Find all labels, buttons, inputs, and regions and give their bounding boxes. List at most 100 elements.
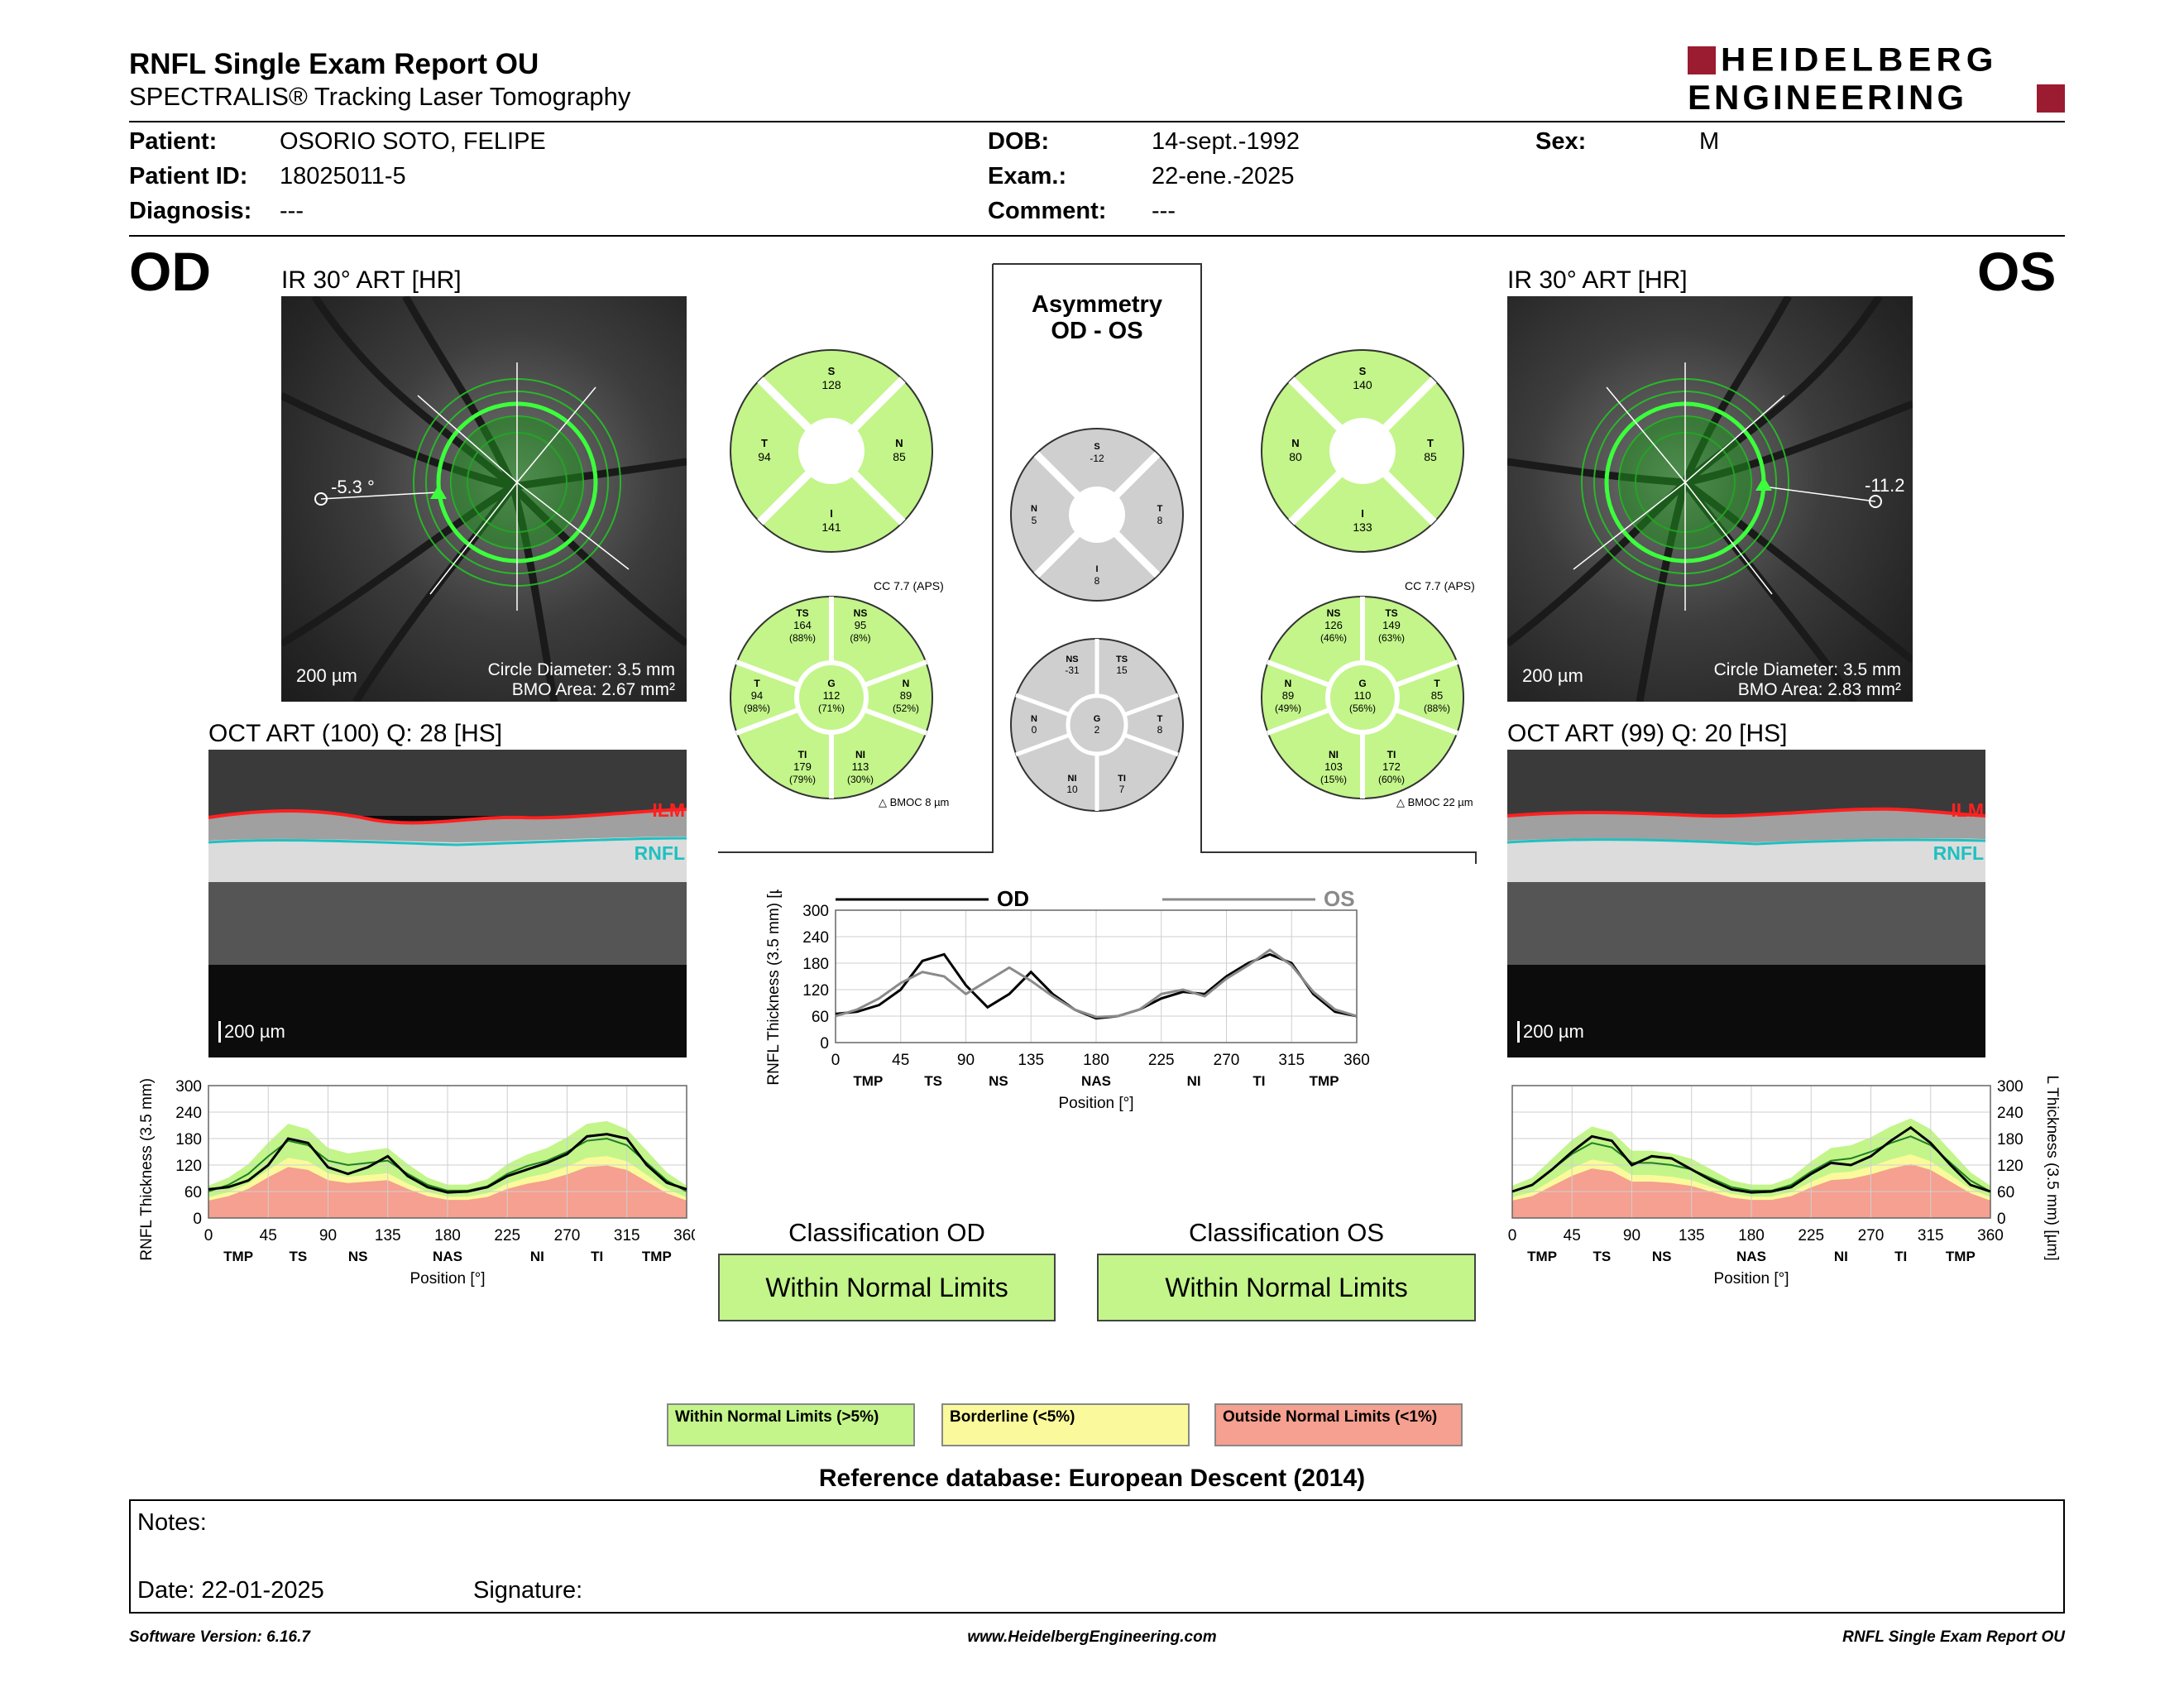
chart-asym-xtick: 180	[1083, 1052, 1109, 1069]
footer-website[interactable]: www.HeidelbergEngineering.com	[967, 1628, 1217, 1646]
asym-q-s-label: S	[1094, 442, 1099, 452]
chart-od-xlabel: Position [°]	[410, 1270, 485, 1288]
chart-asym-xtick: 315	[1278, 1052, 1305, 1069]
chart-od-sector-tick: TMP	[223, 1249, 253, 1264]
chart-od-frame	[208, 1085, 687, 1219]
od-rnfl-label: RNFL	[634, 842, 685, 864]
chart-os-xtick: 0	[1508, 1227, 1517, 1244]
os-ir-title: IR 30° ART [HR]	[1507, 266, 1688, 294]
chart-asym-xtick: 0	[831, 1052, 841, 1069]
os-fundus-scale: 200 µm	[1522, 665, 1583, 686]
os-fundus-image[interactable]: -11.2 200 µm Circle Diameter: 3.5 mm BMO…	[1507, 296, 1913, 702]
chart-os-ytick: 120	[1997, 1158, 2024, 1175]
classification-od-title: Classification OD	[788, 1218, 985, 1247]
os-q-n-label: N	[1291, 437, 1299, 449]
os-bmoc-label: △ BMOC 22 µm	[1396, 796, 1473, 808]
svg-text:TS: TS	[1116, 655, 1128, 664]
od-oct-image[interactable]: ILM RNFL 200 µm	[208, 750, 687, 1057]
chart-od-sector-tick: NS	[348, 1249, 368, 1264]
os-bmo-area: BMO Area: 2.83 mm²	[1737, 680, 1901, 699]
chart-od-ylabel: RNFL Thickness (3.5 mm) [µm]	[138, 1076, 156, 1261]
chart-od-ytick: 0	[193, 1211, 202, 1228]
asym-q-i-value: 8	[1094, 575, 1100, 587]
od-fundus-image[interactable]: -5.3 ° 200 µm Circle Diameter: 3.5 mm BM…	[281, 296, 687, 702]
chart-asym-ytick: 300	[802, 903, 829, 920]
chart-od-sector-tick: TI	[591, 1249, 603, 1264]
report-subtitle: SPECTRALIS® Tracking Laser Tomography	[129, 82, 631, 111]
chart-os-sector-tick: TMP	[1946, 1249, 1976, 1264]
svg-text:TS: TS	[1385, 607, 1397, 619]
reference-database: Reference database: European Descent (20…	[818, 1465, 1366, 1492]
asym-legend-os: OS	[1324, 890, 1355, 911]
os-s-ti-value: 172	[1382, 760, 1401, 773]
exam-label: Exam.:	[988, 163, 1067, 189]
os-sector-chart: NS 126 (46%) TS 149 (63%) N 89 (49%) G 1…	[1261, 596, 1464, 799]
os-q-t-label: T	[1427, 437, 1434, 449]
chart-asym-xtick: 90	[957, 1052, 975, 1069]
od-bmo-area: BMO Area: 2.67 mm²	[511, 680, 675, 699]
svg-text:NS: NS	[1327, 607, 1341, 619]
chart-od-xtick: 0	[204, 1227, 213, 1244]
os-s-ns-value: 126	[1324, 619, 1343, 631]
chart-asym-ytick: 240	[802, 929, 829, 947]
chart-os-sector-tick: TS	[1593, 1249, 1612, 1264]
svg-text:G: G	[1358, 678, 1366, 689]
sex-label: Sex:	[1535, 128, 1587, 155]
svg-text:N: N	[1031, 714, 1037, 724]
od-sector-chart: TS 164 (88%) NS 95 (8%) T 94 (98%) G 112…	[730, 596, 933, 799]
chart-os-sector-tick: NS	[1652, 1249, 1672, 1264]
notes-box[interactable]: Notes: Date: 22-01-2025 Signature:	[129, 1499, 2065, 1614]
od-oct-title: OCT ART (100) Q: 28 [HS]	[208, 720, 503, 747]
chart-os-xtick: 90	[1623, 1227, 1640, 1244]
svg-text:(30%): (30%)	[847, 774, 874, 785]
svg-text:T: T	[1434, 678, 1440, 689]
chart-asym-xtick: 270	[1214, 1052, 1240, 1069]
chart-os-ylabel: RNFL Thickness (3.5 mm) [µm]	[2043, 1076, 2061, 1261]
asym-q-i-label: I	[1095, 564, 1098, 574]
chart-os-xtick: 270	[1858, 1227, 1885, 1244]
os-q-t-value: 85	[1424, 450, 1437, 463]
chart-od-xtick: 315	[614, 1227, 640, 1244]
asym-s-n-value: 0	[1032, 724, 1037, 736]
od-circle-diameter: Circle Diameter: 3.5 mm	[487, 660, 675, 679]
chart-od-ytick: 300	[175, 1078, 202, 1096]
chart-asym-xtick: 135	[1018, 1052, 1044, 1069]
chart-os-xtick: 45	[1564, 1227, 1581, 1244]
chart-od-xtick: 135	[375, 1227, 401, 1244]
asym-sector-chart: NS -31 TS 15 N 0 G 2 T 8 NI 10 TI 7	[1010, 638, 1184, 812]
od-fundus-overlay	[281, 296, 687, 702]
chart-asym-xtick: 45	[892, 1052, 909, 1069]
legend-borderline: Borderline (<5%)	[941, 1403, 1190, 1446]
asymmetry-title-1: Asymmetry	[1032, 291, 1162, 318]
chart-od-ytick: 120	[175, 1158, 202, 1175]
asym-s-ni-value: 10	[1066, 784, 1078, 795]
asym-q-t-value: 8	[1157, 515, 1163, 526]
chart-od-ytick: 60	[184, 1184, 202, 1201]
svg-text:T: T	[754, 678, 760, 689]
asym-q-n-value: 5	[1032, 515, 1037, 526]
os-s-ni-value: 103	[1324, 760, 1343, 773]
od-s-ti-value: 179	[793, 760, 812, 773]
asym-s-g-value: 2	[1094, 724, 1100, 736]
chart-asym-xlabel: Position [°]	[1058, 1095, 1133, 1112]
chart-os-xtick: 135	[1679, 1227, 1705, 1244]
chart-od-xtick: 360	[673, 1227, 695, 1244]
patient-label: Patient:	[129, 128, 218, 155]
os-q-s-value: 140	[1353, 378, 1372, 391]
od-eye-label: OD	[129, 241, 211, 302]
od-ir-title: IR 30° ART [HR]	[281, 266, 462, 294]
exam-value: 22-ene.-2025	[1152, 163, 1295, 189]
svg-text:NI: NI	[1068, 774, 1077, 784]
chart-od-xtick: 270	[554, 1227, 581, 1244]
svg-text:N: N	[903, 678, 910, 689]
chart-od-sector-tick: TS	[290, 1249, 308, 1264]
brand-line2: ENGINEERING	[1688, 78, 1968, 117]
chart-asym-ytick: 180	[802, 956, 829, 973]
asym-s-ti-value: 7	[1119, 784, 1125, 795]
chart-asym-sector-tick: TMP	[853, 1073, 883, 1089]
asym-q-t-label: T	[1157, 504, 1163, 514]
os-oct-image[interactable]: ILM RNFL 200 µm	[1507, 750, 1985, 1057]
chart-asym-ytick: 0	[820, 1035, 829, 1053]
